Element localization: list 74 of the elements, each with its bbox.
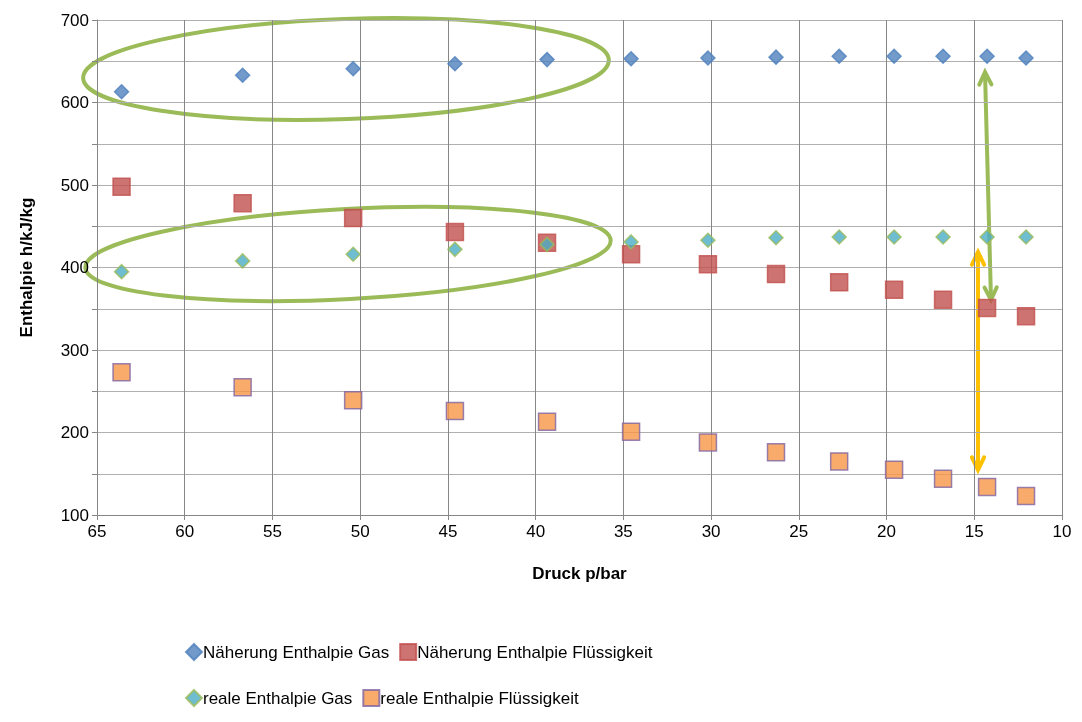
point [829, 452, 849, 471]
y-tick-label: 100 [60, 505, 89, 525]
point [829, 273, 849, 292]
point [1016, 486, 1036, 506]
x-tick-label: 60 [175, 522, 195, 541]
x-tick-label: 15 [964, 522, 984, 541]
y-axis-title: Enthalpie h/kJ/kg [17, 197, 36, 338]
point [884, 280, 904, 300]
point [886, 229, 902, 245]
point [977, 298, 997, 318]
x-tick-label: 40 [526, 522, 546, 541]
point [1018, 50, 1034, 66]
point [700, 50, 716, 66]
x-tick-label: 20 [877, 522, 897, 541]
point [935, 229, 951, 245]
y-tick-label: 300 [60, 340, 89, 360]
point [343, 208, 363, 228]
x-tick-label: 30 [701, 522, 721, 541]
point [831, 229, 847, 245]
point [933, 290, 953, 309]
point [233, 377, 252, 397]
point [113, 263, 130, 280]
y-tick-label: 700 [60, 10, 89, 30]
legend-label: Näherung Enthalpie Gas [203, 642, 390, 662]
point [935, 48, 951, 65]
point [831, 48, 847, 65]
point [447, 55, 463, 72]
point [766, 443, 786, 462]
point [234, 67, 251, 84]
point [447, 241, 463, 258]
point [977, 477, 997, 497]
legend-label: Näherung Enthalpie Flüssigkeit [417, 642, 653, 662]
x-tick-label: 45 [438, 522, 458, 541]
legend-label: reale Enthalpie Gas [203, 688, 353, 708]
x-axis-title: Druck p/bar [532, 564, 628, 583]
point [113, 84, 130, 100]
x-tick-label: 35 [613, 522, 633, 541]
x-tick-label: 50 [350, 522, 370, 541]
point [445, 222, 465, 242]
y-tick-label: 500 [60, 175, 89, 195]
point [112, 363, 131, 382]
point [623, 51, 639, 67]
point [345, 246, 361, 263]
point [233, 193, 252, 213]
point [884, 460, 904, 479]
point [886, 48, 902, 65]
x-tick-label: 25 [789, 522, 809, 541]
point [933, 469, 953, 488]
point [700, 232, 716, 249]
point [766, 264, 786, 284]
point [698, 254, 718, 274]
point [621, 422, 641, 441]
point [1016, 306, 1036, 326]
point [768, 230, 784, 246]
point [343, 391, 363, 410]
point [979, 48, 995, 65]
point [537, 412, 557, 432]
point [1018, 229, 1034, 245]
point [234, 253, 251, 269]
point [623, 234, 639, 250]
point [768, 49, 784, 65]
point [979, 229, 995, 245]
y-tick-label: 200 [60, 423, 89, 442]
y-tick-label: 600 [60, 93, 89, 112]
point [539, 51, 555, 68]
x-tick-label: 10 [1052, 522, 1072, 541]
point [345, 60, 361, 77]
x-tick-label: 55 [262, 522, 282, 541]
legend-label: reale Enthalpie Flüssigkeit [380, 688, 580, 708]
point [112, 177, 131, 196]
point [698, 433, 718, 452]
point [621, 245, 641, 264]
point [445, 401, 465, 421]
x-tick-label: 65 [87, 522, 107, 541]
